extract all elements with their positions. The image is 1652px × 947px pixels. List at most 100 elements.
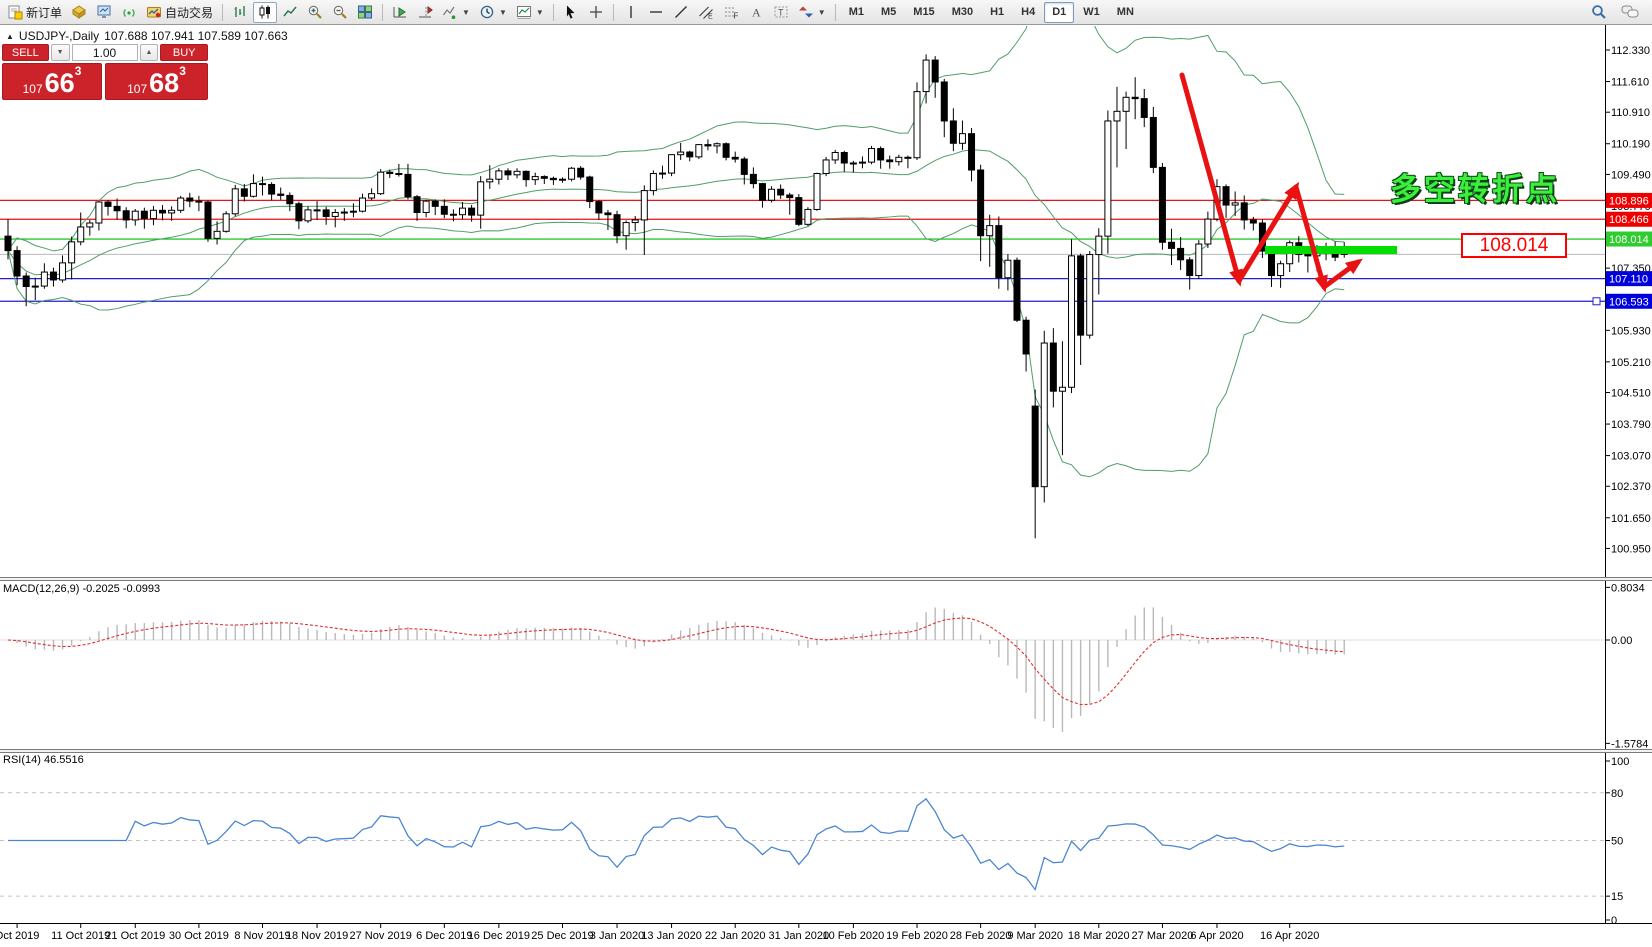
zoom-in-button[interactable] (303, 2, 327, 23)
timeframe-m30-button[interactable]: M30 (951, 6, 974, 18)
macd-signal-line (7, 617, 1345, 706)
crosshair-button[interactable] (584, 2, 608, 23)
symbol-period-label: USDJPY-,Daily (18, 29, 100, 43)
templates-button[interactable]: ▼ (512, 2, 548, 23)
zoom-in-icon (307, 4, 323, 20)
date-label: 6 Apr 2020 (1190, 930, 1243, 942)
price-tick-label: 102.370 (1611, 481, 1651, 493)
candles-icon (257, 4, 273, 20)
price-tick-label: 103.070 (1611, 451, 1651, 463)
equidistant-channel-button[interactable]: E (694, 2, 718, 23)
indicators-icon (442, 4, 458, 20)
vertical-line-button[interactable] (619, 2, 643, 23)
autoscroll-icon (392, 4, 408, 20)
gold-cube-icon-button[interactable] (67, 2, 91, 23)
cursor-button[interactable] (559, 2, 583, 23)
volume-decrease-button[interactable]: ▼ (50, 44, 70, 61)
chart-title: ▲ USDJPY-,Daily 107.688 107.941 107.589 … (6, 29, 288, 43)
support-zone-bar[interactable] (1265, 246, 1397, 254)
timeframe-m15-button[interactable]: M15 (913, 6, 935, 18)
macd-tick-label: 0.00 (1611, 635, 1632, 647)
date-label: 21 Oct 2019 (105, 930, 165, 942)
trend-zigzag-annotation[interactable] (1179, 72, 1363, 293)
toolbar-separator (834, 3, 836, 21)
rsi-tick-label: 50 (1611, 836, 1623, 848)
channel-icon: E (698, 4, 714, 20)
timeframe-d1-button[interactable]: D1 (1044, 1, 1075, 23)
label-icon: T (773, 4, 789, 20)
timeframe-m1-button[interactable]: M1 (848, 6, 864, 18)
hline-icon (648, 4, 664, 20)
market-watch-icon-button[interactable] (92, 2, 116, 23)
date-label: 31 Jan 2020 (769, 930, 830, 942)
periods-button[interactable]: ▼ (475, 2, 511, 23)
line-handle (1592, 297, 1601, 306)
line-chart-button[interactable] (278, 2, 302, 23)
timeframe-h1-button[interactable]: H1 (990, 6, 1005, 18)
turning-point-annotation[interactable]: 多空转折点 (1390, 172, 1560, 207)
price-badge-label: 107.110 (1609, 274, 1648, 286)
collapse-panel-icon[interactable]: ▲ (6, 31, 14, 41)
auto-scroll-button[interactable] (388, 2, 412, 23)
price-tick-label: 104.510 (1611, 388, 1651, 400)
sell-price-button[interactable]: 107 66 3 (2, 63, 102, 100)
new-order-button-label: 新订单 (26, 5, 63, 20)
autotrading-button[interactable]: 自动交易 (142, 2, 217, 23)
date-label: 18 Nov 2019 (286, 930, 348, 942)
indicators-button[interactable]: ▼ (438, 2, 474, 23)
tile-windows-button[interactable] (353, 2, 377, 23)
timeframe-m5-button[interactable]: M5 (881, 6, 897, 18)
cursor-icon (563, 4, 579, 20)
text-button[interactable]: A (744, 2, 768, 23)
fibonacci-button[interactable]: F (719, 2, 743, 23)
monitor-icon (96, 4, 112, 20)
toolbar-separator (612, 3, 614, 21)
new-order-button[interactable]: 新订单 (3, 2, 66, 23)
price-badge (1606, 293, 1652, 309)
shift-icon (417, 4, 433, 20)
date-label: 25 Dec 2019 (531, 930, 593, 942)
zoom-out-button[interactable] (328, 2, 352, 23)
fibo-icon: F (723, 4, 739, 20)
price-tick-label: 110.910 (1611, 107, 1650, 119)
arrows-button[interactable]: ▼ (794, 2, 830, 23)
timeframe-w1-button[interactable]: W1 (1083, 6, 1100, 18)
sell-price-pip: 3 (74, 64, 82, 78)
horizontal-line-button[interactable] (644, 2, 668, 23)
price-badge-label: 108.014 (1609, 234, 1649, 246)
date-label: 8 Nov 2019 (234, 930, 290, 942)
sell-price-main: 66 (44, 68, 75, 98)
text-label-button[interactable]: T (769, 2, 793, 23)
chat-icon[interactable] (1617, 2, 1643, 23)
trendline-icon (673, 4, 689, 20)
chart-shift-button[interactable] (413, 2, 437, 23)
chevron-down-icon: ▼ (535, 7, 544, 17)
volume-input[interactable] (71, 44, 138, 61)
chevron-down-icon: ▼ (817, 7, 826, 17)
date-label: Oct 2019 (0, 930, 39, 942)
date-label: 6 Dec 2019 (416, 930, 472, 942)
bar-chart-button[interactable] (228, 2, 252, 23)
price-tick-label: 112.330 (1611, 45, 1650, 57)
timeframe-mn-button[interactable]: MN (1116, 6, 1134, 18)
candlestick-chart-button[interactable] (253, 1, 278, 23)
signal-icon-button[interactable] (117, 2, 141, 23)
date-label: 30 Oct 2019 (169, 930, 229, 942)
date-label: 19 Feb 2020 (886, 930, 948, 942)
rsi-pane (0, 792, 1605, 897)
search-icon[interactable] (1587, 2, 1611, 23)
price-badge (1606, 192, 1652, 208)
trendline-button[interactable] (669, 2, 693, 23)
timeframe-h4-button[interactable]: H4 (1021, 6, 1036, 18)
toolbar-separator (382, 3, 384, 21)
arrowhead-icon (1344, 258, 1363, 275)
rsi-tick-label: 15 (1611, 891, 1623, 903)
price-tick-label: 103.790 (1611, 419, 1651, 431)
sell-button[interactable]: SELL (2, 44, 49, 61)
buy-price-button[interactable]: 107 68 3 (105, 63, 208, 100)
volume-increase-button[interactable]: ▲ (139, 44, 159, 61)
buy-button[interactable]: BUY (160, 44, 208, 61)
price-callout-box[interactable]: 108.014 (1461, 233, 1567, 258)
